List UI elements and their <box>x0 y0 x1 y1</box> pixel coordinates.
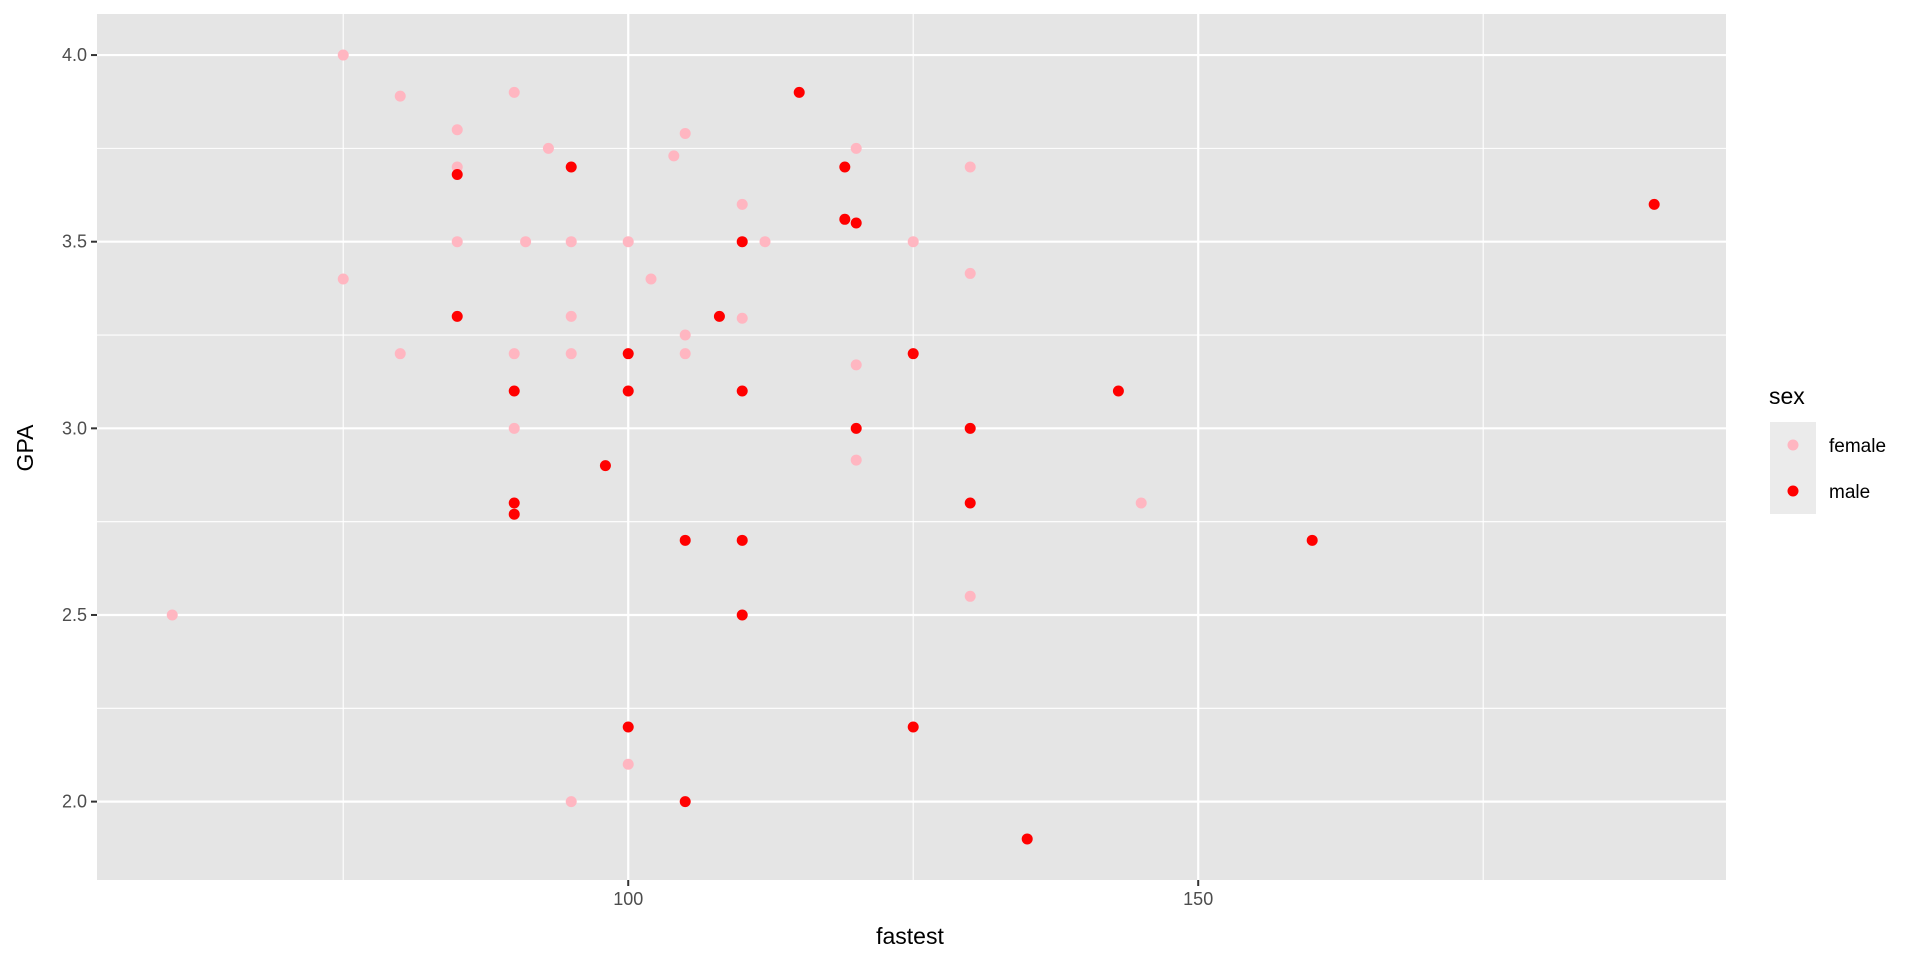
data-point-female <box>964 267 976 279</box>
data-point-female <box>622 236 634 248</box>
data-point-male <box>793 86 805 98</box>
data-point-male <box>622 348 634 360</box>
data-point-male <box>964 422 976 434</box>
data-point-female <box>679 348 691 360</box>
data-point-male <box>508 385 520 397</box>
data-point-male <box>599 460 611 472</box>
y-tick-label: 3.0 <box>62 418 87 438</box>
data-point-male <box>679 796 691 808</box>
data-point-male <box>622 721 634 733</box>
data-point-female <box>565 348 577 360</box>
data-point-female <box>565 796 577 808</box>
data-point-female <box>736 198 748 210</box>
data-points <box>166 49 1660 845</box>
data-point-male <box>1306 534 1318 546</box>
x-tick-label: 150 <box>1183 889 1213 909</box>
legend-marker-female <box>1787 439 1799 451</box>
legend-title: sex <box>1769 383 1805 409</box>
data-point-male <box>565 161 577 173</box>
data-point-male <box>622 385 634 397</box>
data-point-female <box>508 348 520 360</box>
legend-label-male: male <box>1829 482 1870 503</box>
legend-label-female: female <box>1829 436 1886 457</box>
data-point-female <box>964 161 976 173</box>
data-point-female <box>645 273 657 285</box>
data-point-female <box>337 273 349 285</box>
data-point-male <box>850 422 862 434</box>
data-point-female <box>394 90 406 102</box>
data-point-female <box>565 236 577 248</box>
y-tick-label: 2.0 <box>62 792 87 812</box>
y-axis: 2.0 2.5 3.0 3.5 4.0 <box>62 45 97 812</box>
y-tick-label: 4.0 <box>62 45 87 65</box>
data-point-female <box>668 150 680 162</box>
data-point-female <box>565 310 577 322</box>
y-axis-title: GPA <box>12 424 38 472</box>
data-point-male <box>736 609 748 621</box>
data-point-male <box>907 721 919 733</box>
data-point-female <box>394 348 406 360</box>
y-tick-label: 2.5 <box>62 605 87 625</box>
plot-panel <box>97 14 1726 880</box>
data-point-male <box>508 508 520 520</box>
legend: sex female male <box>1769 383 1886 514</box>
data-point-female <box>850 142 862 154</box>
data-point-male <box>736 534 748 546</box>
data-point-male <box>679 534 691 546</box>
x-axis: 100 150 <box>613 880 1213 909</box>
data-point-male <box>736 385 748 397</box>
y-tick-label: 3.5 <box>62 232 87 252</box>
data-point-female <box>964 590 976 602</box>
data-point-male <box>508 497 520 509</box>
data-point-male <box>850 217 862 229</box>
data-point-female <box>1135 497 1147 509</box>
x-tick-label: 100 <box>613 889 643 909</box>
data-point-male <box>907 348 919 360</box>
data-point-female <box>542 142 554 154</box>
data-point-male <box>736 236 748 248</box>
data-point-female <box>451 236 463 248</box>
data-point-female <box>850 454 862 466</box>
data-point-female <box>337 49 349 61</box>
data-point-female <box>508 422 520 434</box>
data-point-female <box>679 127 691 139</box>
data-point-female <box>850 359 862 371</box>
data-point-male <box>713 310 725 322</box>
data-point-female <box>736 312 748 324</box>
data-point-male <box>451 169 463 181</box>
data-point-female <box>622 758 634 770</box>
data-point-male <box>1648 198 1660 210</box>
data-point-male <box>839 213 851 225</box>
data-point-male <box>964 497 976 509</box>
data-point-male <box>451 310 463 322</box>
data-point-female <box>166 609 178 621</box>
data-point-male <box>1112 385 1124 397</box>
data-point-female <box>508 86 520 98</box>
x-axis-title: fastest <box>876 923 944 949</box>
legend-marker-male <box>1787 485 1799 497</box>
data-point-male <box>1021 833 1033 845</box>
data-point-male <box>839 161 851 173</box>
data-point-female <box>907 236 919 248</box>
data-point-female <box>679 329 691 341</box>
data-point-female <box>451 124 463 136</box>
data-point-female <box>759 236 771 248</box>
data-point-female <box>520 236 532 248</box>
minor-gridlines <box>97 14 1726 880</box>
